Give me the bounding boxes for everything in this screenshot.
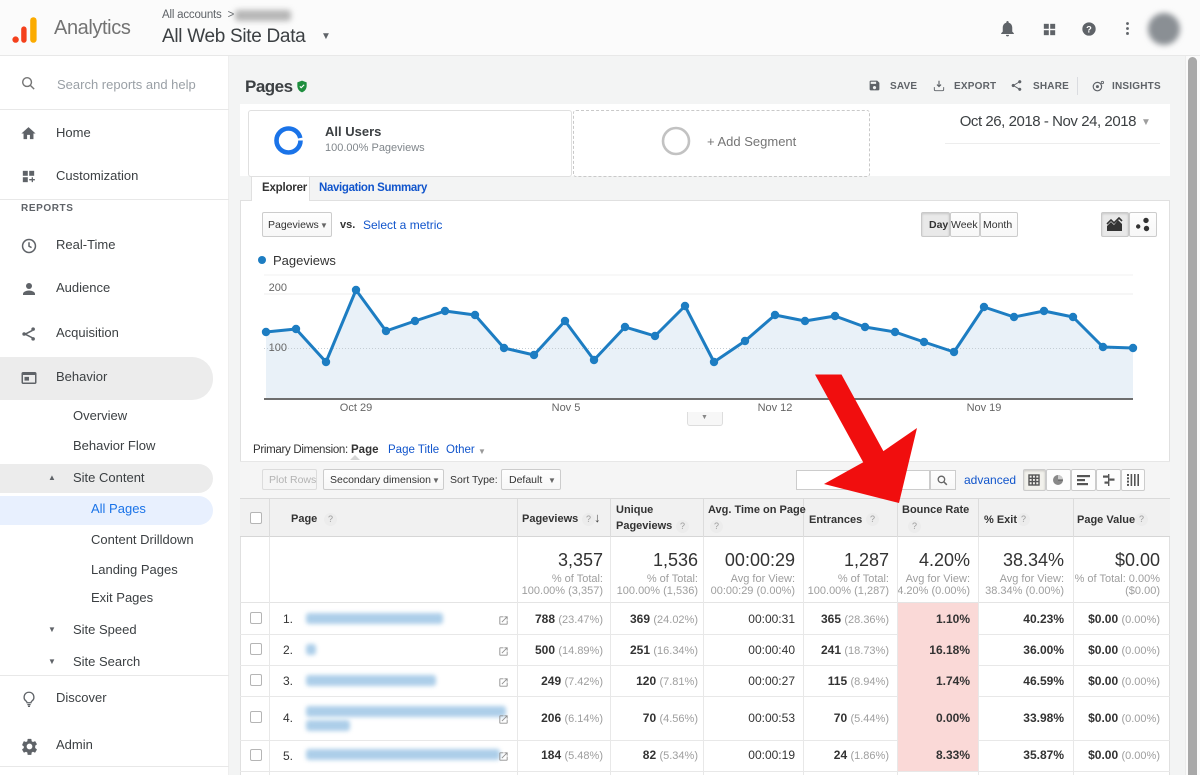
svg-text:200: 200 (269, 282, 287, 294)
svg-text:?: ? (1086, 24, 1092, 34)
svg-text:Oct 29: Oct 29 (340, 402, 372, 414)
svg-text:100: 100 (269, 342, 287, 354)
svg-text:Nov 19: Nov 19 (967, 402, 1002, 414)
svg-text:Nov 12: Nov 12 (758, 402, 793, 414)
svg-text:Nov 5: Nov 5 (552, 402, 581, 414)
